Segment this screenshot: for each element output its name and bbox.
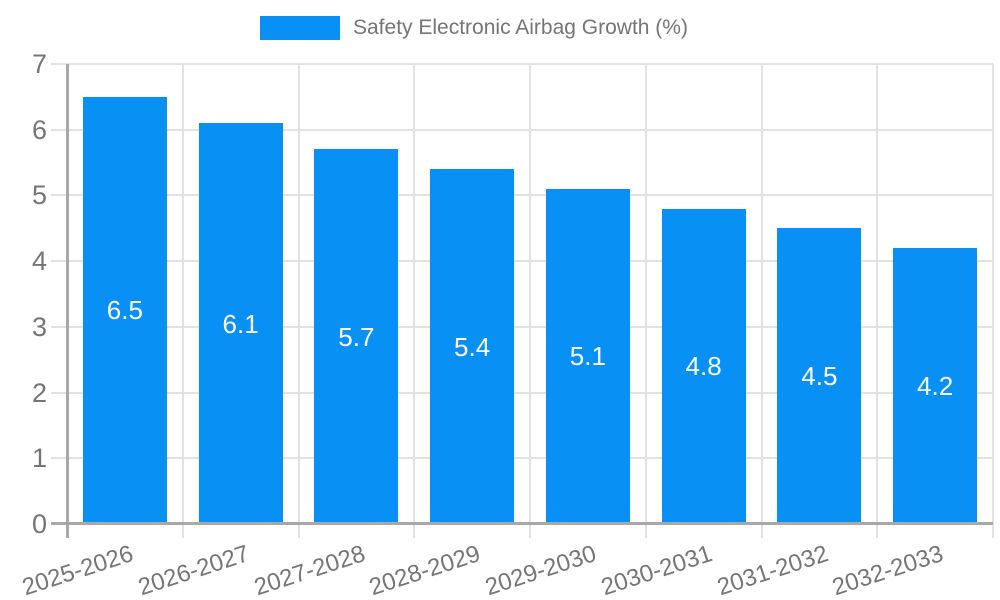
bar: 6.1 — [198, 123, 283, 524]
bar-value-label: 5.7 — [338, 321, 375, 352]
bar-value-label: 5.4 — [454, 331, 491, 362]
x-gridline — [992, 64, 994, 538]
y-axis-tick-label: 2 — [31, 377, 47, 408]
bar-value-label: 5.1 — [569, 341, 606, 372]
x-gridline — [297, 64, 300, 538]
bar: 5.7 — [314, 149, 399, 524]
x-gridline — [876, 64, 879, 538]
y-gridline — [51, 391, 993, 394]
y-axis-tick-label: 0 — [31, 509, 47, 539]
x-gridline — [529, 64, 531, 538]
bar: 4.2 — [893, 248, 978, 524]
y-gridline — [51, 128, 993, 131]
y-axis-tick-label: 4 — [31, 246, 47, 277]
legend-swatch — [260, 16, 340, 40]
y-gridline — [51, 457, 993, 460]
y-axis-line — [66, 64, 69, 538]
plot-area: 0 1 2 3 4 5 6 7 6.5 6.1 5.7 5.4 5.1 4.8 4.5 4.2 2025-202… — [19, 49, 994, 600]
y-gridline — [51, 325, 993, 328]
bar-value-label: 4.8 — [685, 351, 722, 382]
y-axis-tick-label: 3 — [31, 311, 47, 342]
x-axis-tick-label: 2028-2029 — [366, 540, 484, 600]
x-axis-tick-label: 2029-2030 — [482, 540, 600, 600]
x-axis-line — [51, 522, 993, 525]
bar-value-label: 6.1 — [222, 308, 259, 339]
y-axis-tick-label: 1 — [31, 443, 47, 474]
x-gridline — [413, 64, 416, 538]
y-axis-tick-label: 5 — [31, 180, 47, 211]
bar-value-label: 4.5 — [801, 361, 838, 392]
bar: 6.5 — [82, 96, 167, 524]
x-gridline — [181, 64, 184, 538]
y-axis-tick-label: 7 — [31, 49, 47, 79]
y-gridline — [51, 63, 993, 65]
x-gridline — [644, 64, 647, 538]
y-gridline — [51, 194, 993, 197]
bar-value-label: 6.5 — [106, 295, 143, 326]
legend[interactable]: Safety Electronic Airbag Growth (%) — [260, 16, 688, 40]
x-axis-tick-label: 2031-2032 — [713, 540, 832, 600]
x-gridline — [760, 64, 763, 538]
bar: 4.5 — [777, 228, 862, 524]
x-axis-tick-label: 2025-2026 — [19, 540, 137, 600]
x-axis-tick-label: 2027-2028 — [250, 540, 369, 600]
bar: 4.8 — [661, 208, 746, 524]
y-axis-tick-label: 6 — [31, 114, 47, 145]
bar-value-label: 4.2 — [917, 371, 954, 401]
y-gridline — [51, 260, 993, 263]
legend-label: Safety Electronic Airbag Growth (%) — [353, 16, 688, 39]
x-axis-tick-label: 2032-2033 — [829, 540, 947, 600]
bar: 5.1 — [545, 188, 630, 524]
bar: 5.4 — [430, 169, 515, 524]
x-axis-tick-label: 2026-2027 — [134, 540, 253, 600]
x-axis-tick-label: 2030-2031 — [597, 540, 716, 600]
